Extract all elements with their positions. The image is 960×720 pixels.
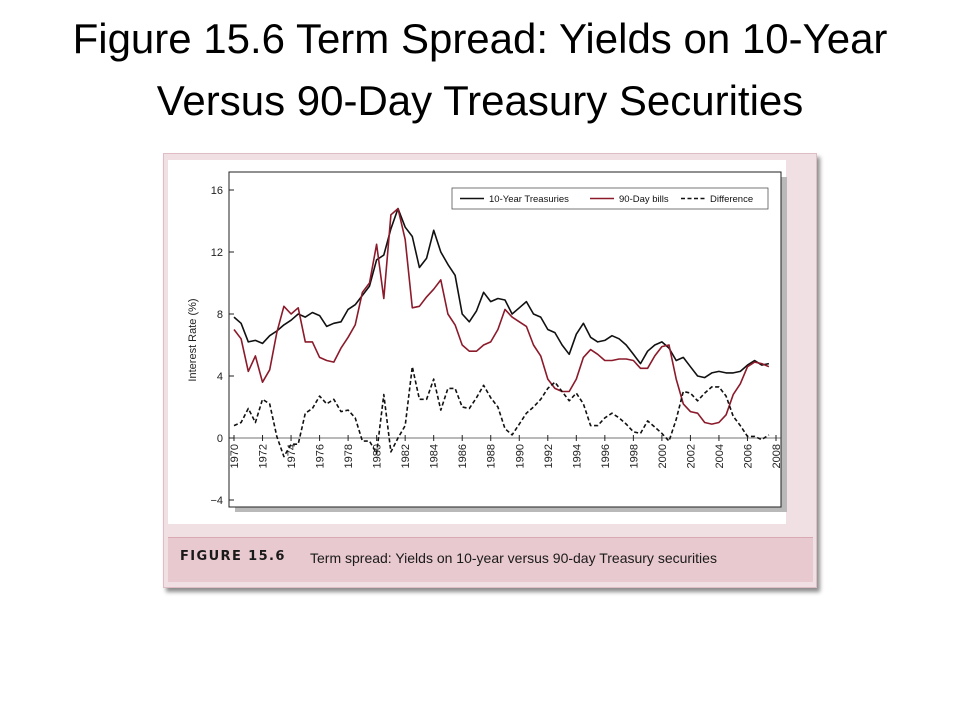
- x-tick-label: 1988: [486, 444, 498, 468]
- x-tick-label: 1984: [429, 444, 441, 468]
- y-tick-label: 0: [217, 433, 223, 445]
- slide-title-line-2: Versus 90-Day Treasury Securities: [156, 77, 804, 124]
- slide-title-line-1: Figure 15.6 Term Spread: Yields on 10-Ye…: [72, 15, 888, 62]
- x-tick-label: 2006: [742, 444, 754, 468]
- series-line-ten-year: [233, 207, 770, 379]
- y-tick-label: 16: [211, 185, 223, 197]
- x-tick-label: 2008: [771, 444, 783, 468]
- legend: 10-Year Treasuries 90-Day bills Differen…: [451, 187, 769, 210]
- plot-area: [228, 171, 782, 508]
- y-axis-label: Interest Rate (%): [187, 298, 199, 381]
- x-tick-label: 1990: [514, 444, 526, 468]
- y-tick-label: 4: [217, 371, 223, 383]
- x-tick-label: 1976: [315, 444, 327, 468]
- y-tick-label: −4: [210, 495, 223, 507]
- x-tick-label: 1998: [628, 444, 640, 468]
- x-tick-label: 1986: [457, 444, 469, 468]
- x-tick-label: 1982: [400, 444, 412, 468]
- x-axis: 1970 1972 1974 1976 1978 1980 1982 1984 1986 1988…: [229, 435, 783, 468]
- series-line-bills: [233, 207, 770, 425]
- figure-caption-label: FIGURE 15.6: [180, 549, 286, 564]
- series-group: [233, 207, 770, 458]
- x-tick-label: 2000: [657, 444, 669, 468]
- y-tick-label: 8: [217, 309, 223, 321]
- legend-label-ten-year: 10-Year Treasuries: [489, 194, 569, 205]
- x-tick-label: 1978: [343, 444, 355, 468]
- figure-caption-text: Term spread: Yields on 10-year versus 90…: [310, 550, 717, 566]
- x-tick-label: 1974: [286, 444, 298, 468]
- slide-title: Figure 15.6 Term Spread: Yields on 10-Ye…: [0, 8, 960, 132]
- x-tick-label: 1996: [600, 444, 612, 468]
- figure-caption-bar: [168, 537, 813, 582]
- y-tick-label: 12: [211, 247, 223, 259]
- series-line-difference: [233, 365, 770, 458]
- y-axis: −4 0 4 8 12 16: [210, 185, 234, 507]
- x-tick-label: 1994: [571, 444, 583, 468]
- x-tick-label: 1992: [543, 444, 555, 468]
- x-tick-label: 1970: [229, 444, 241, 468]
- x-tick-label: 1972: [258, 444, 270, 468]
- x-tick-label: 2004: [714, 444, 726, 468]
- legend-label-bills: 90-Day bills: [619, 194, 669, 205]
- x-tick-label: 2002: [685, 444, 697, 468]
- legend-label-difference: Difference: [710, 194, 753, 205]
